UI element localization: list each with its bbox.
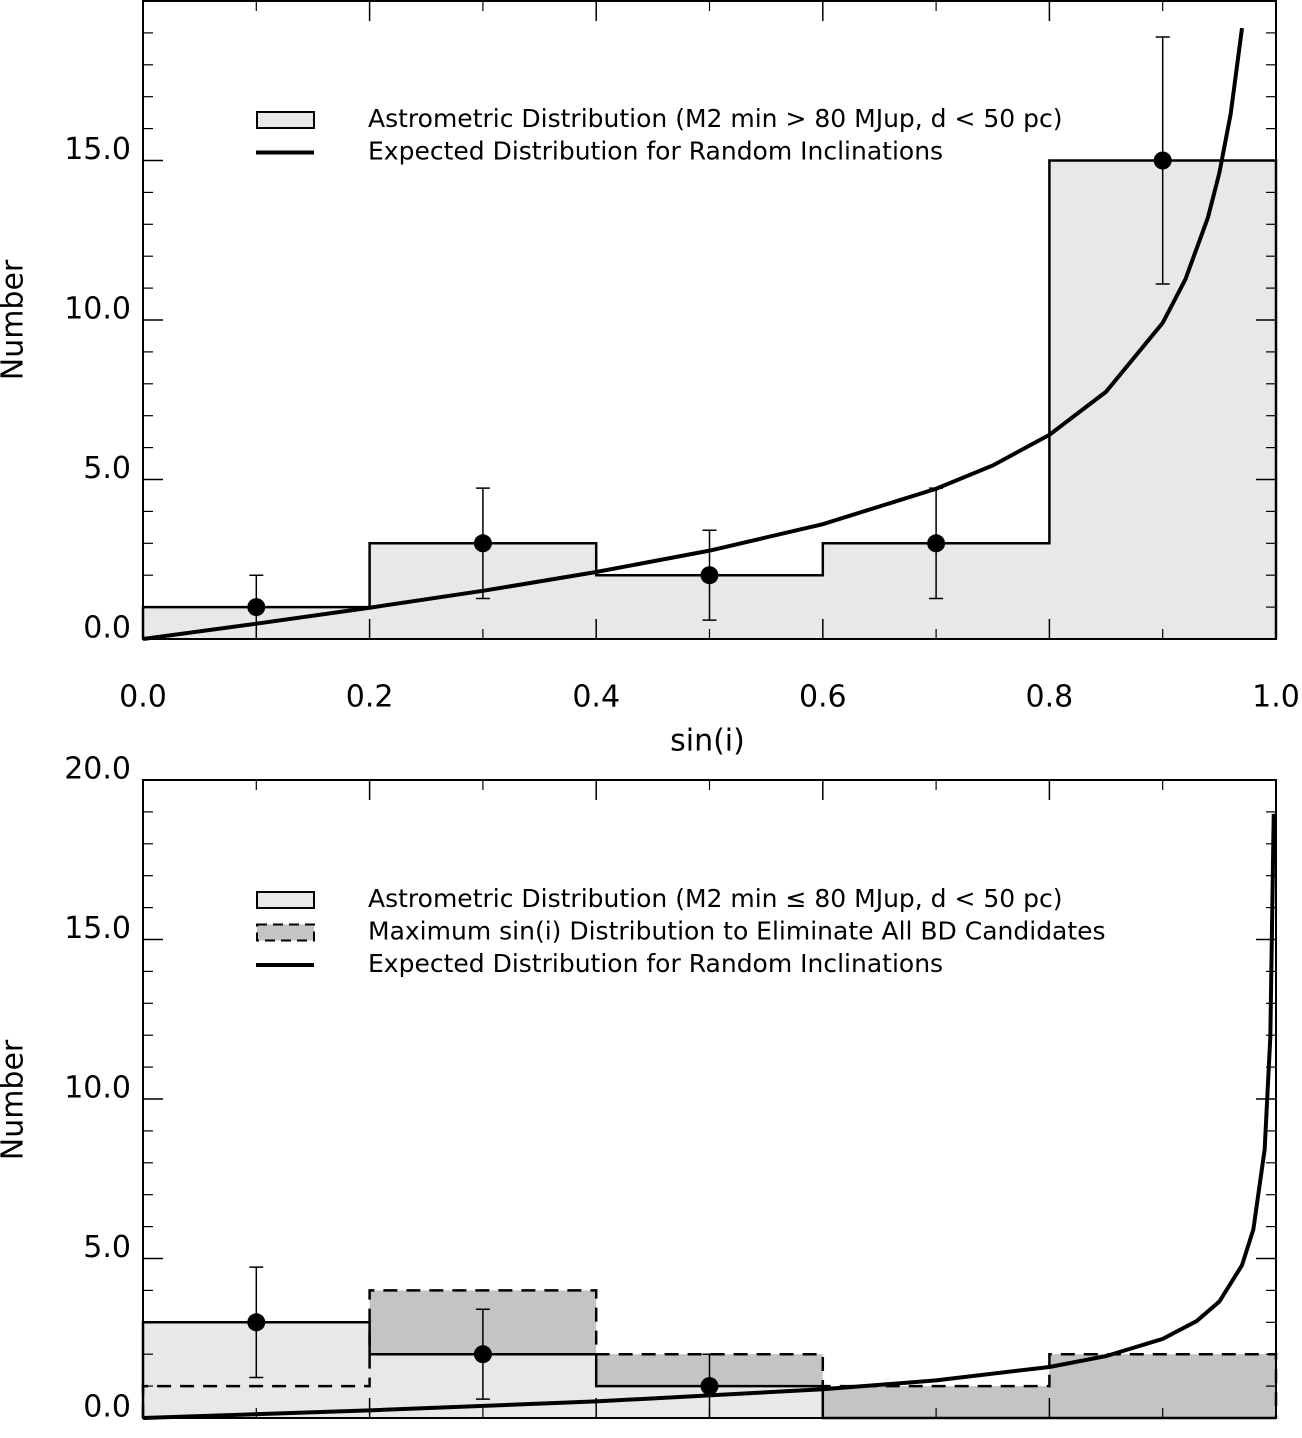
panel: 0.0 5.0 10.0 15.0 20.0 0.0 0.2 0.4 0.6 0.8 1.0 sin(… [0, 0, 1300, 759]
legend-swatch [256, 923, 315, 942]
y-tick-label: 15.0 [64, 911, 131, 946]
data-point [700, 566, 719, 585]
y-tick-label: 0.0 [83, 611, 131, 646]
legend-swatch [256, 111, 315, 129]
y-axis-label: Number [0, 1039, 31, 1160]
y-tick-label: 0.0 [83, 1390, 131, 1425]
expected-curve [142, 27, 1244, 641]
x-tick-label: 0.2 [346, 680, 394, 715]
legend-label: Expected Distribution for Random Inclina… [368, 949, 943, 978]
legend-label: Astrometric Distribution (M2 min ≤ 80 MJ… [368, 884, 1063, 913]
expected-curve [142, 813, 1276, 1420]
legend-label: Expected Distribution for Random Inclina… [368, 137, 943, 166]
data-point [927, 534, 946, 553]
y-tick-label: 5.0 [83, 1230, 131, 1265]
panel: 0.0 5.0 10.0 15.0 20.0 Number Astrometric Dist… [0, 752, 1278, 1425]
x-axis-label: sin(i) [670, 724, 745, 759]
histogram-outline [141, 1289, 1278, 1418]
data-point [1153, 151, 1172, 170]
x-tick-label: 0.0 [119, 680, 167, 715]
data-point [473, 1345, 492, 1364]
x-tick-label: 0.8 [1026, 680, 1074, 715]
legend-swatch [256, 891, 315, 909]
data-point [700, 1377, 719, 1396]
legend-label: Maximum sin(i) Distribution to Eliminate… [368, 917, 1106, 946]
y-tick-label: 20.0 [64, 752, 131, 787]
y-axis-label: Number [0, 259, 31, 380]
y-tick-label: 15.0 [64, 132, 131, 167]
histogram-bar [1049, 1354, 1276, 1418]
legend-label: Astrometric Distribution (M2 min > 80 MJ… [368, 104, 1063, 133]
y-tick-label: 20.0 [64, 0, 131, 8]
x-tick-label: 1.0 [1252, 680, 1300, 715]
data-point [473, 534, 492, 553]
x-tick-label: 0.4 [572, 680, 620, 715]
y-tick-label: 10.0 [64, 1071, 131, 1106]
y-tick-label: 10.0 [64, 292, 131, 327]
x-tick-label: 0.6 [799, 680, 847, 715]
y-tick-label: 5.0 [83, 451, 131, 486]
data-point [247, 598, 266, 617]
data-point [247, 1313, 266, 1332]
